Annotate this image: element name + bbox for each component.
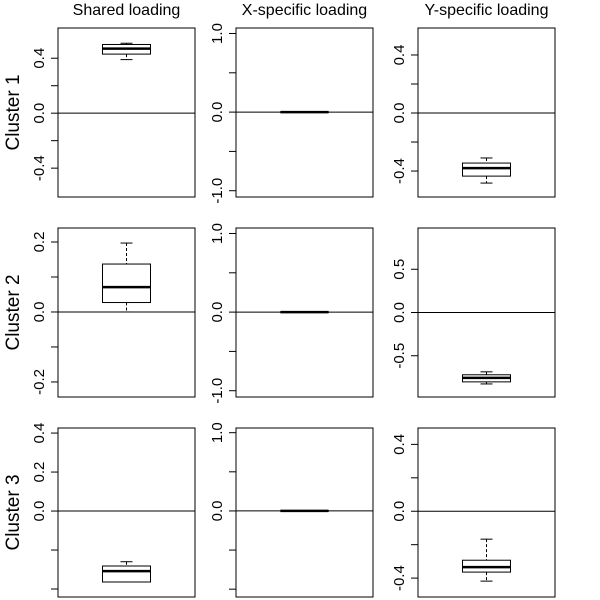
- y-tick-label: 0.4: [391, 434, 408, 455]
- y-tick-label: 0.0: [209, 501, 226, 522]
- panel-frame: [57, 227, 196, 398]
- row-label: Cluster 1: [3, 74, 24, 150]
- y-tick-label: 0.0: [31, 103, 48, 124]
- y-tick-label: 1.0: [209, 422, 226, 443]
- y-tick-label: 0.0: [31, 302, 48, 323]
- y-tick-label: 1.0: [209, 23, 226, 44]
- y-tick-label: -0.4: [391, 158, 408, 184]
- y-tick-label: 0.0: [209, 102, 226, 123]
- box: [462, 162, 511, 177]
- box: [102, 263, 151, 304]
- panel-frame: [417, 27, 556, 198]
- y-tick-label: 1.0: [209, 223, 226, 244]
- y-tick-label: 0.2: [31, 232, 48, 253]
- y-tick-label: 0.5: [391, 259, 408, 280]
- y-tick-label: -1.0: [209, 378, 226, 404]
- y-tick-label: 0.0: [31, 501, 48, 522]
- column-title: Y-specific loading: [425, 2, 549, 19]
- y-tick-label: 0.0: [391, 103, 408, 124]
- y-tick-label: 0.0: [391, 501, 408, 522]
- y-tick-label: -0.4: [31, 155, 48, 181]
- y-tick-label: -0.5: [391, 343, 408, 369]
- column-title: Shared loading: [73, 2, 181, 19]
- panel-frame: [417, 427, 556, 598]
- y-tick-label: 0.4: [391, 45, 408, 66]
- y-tick-label: -0.4: [391, 565, 408, 591]
- y-tick-label: 0.4: [31, 423, 48, 444]
- column-title: X-specific loading: [242, 2, 367, 19]
- panel-frame: [57, 427, 196, 598]
- y-tick-label: 0.0: [391, 302, 408, 323]
- y-tick-label: 0.4: [31, 48, 48, 69]
- panel-frame: [57, 27, 196, 198]
- y-tick-label: -0.2: [31, 369, 48, 395]
- row-label: Cluster 3: [3, 474, 24, 550]
- row-label: Cluster 2: [3, 274, 24, 350]
- y-tick-label: 0.0: [209, 302, 226, 323]
- box: [102, 565, 151, 583]
- y-tick-label: -1.0: [209, 178, 226, 204]
- panel-frame: [235, 427, 374, 598]
- y-tick-label: 0.2: [31, 462, 48, 483]
